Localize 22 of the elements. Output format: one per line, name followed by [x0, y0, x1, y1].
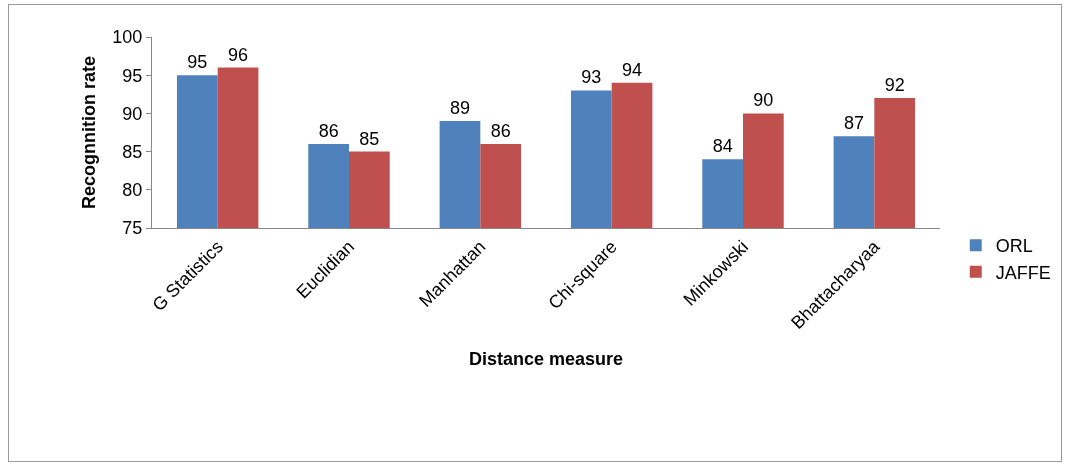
data-label: 92 — [884, 75, 905, 96]
data-label: 90 — [753, 90, 774, 111]
y-tick-label: 80 — [122, 180, 143, 201]
y-tick-label: 95 — [122, 65, 143, 86]
data-label: 86 — [490, 120, 511, 141]
y-axis-title: Recognnition rate — [78, 55, 99, 210]
legend-label: JAFFE — [995, 262, 1051, 283]
data-label: 84 — [712, 136, 733, 157]
legend-label: ORL — [995, 236, 1033, 257]
data-label: 94 — [622, 59, 643, 80]
data-label: 93 — [581, 67, 602, 88]
data-label: 95 — [187, 52, 208, 73]
y-tick-label: 90 — [122, 103, 143, 124]
y-tick-label: 75 — [122, 218, 143, 239]
data-label: 89 — [449, 98, 470, 119]
data-label: 87 — [843, 113, 864, 134]
data-label: 86 — [318, 120, 339, 141]
x-axis-title: Distance measure — [468, 348, 624, 369]
data-label: 85 — [359, 128, 380, 149]
y-tick-label: 100 — [112, 27, 143, 48]
y-tick-label: 85 — [122, 141, 143, 162]
data-label: 96 — [228, 44, 249, 65]
